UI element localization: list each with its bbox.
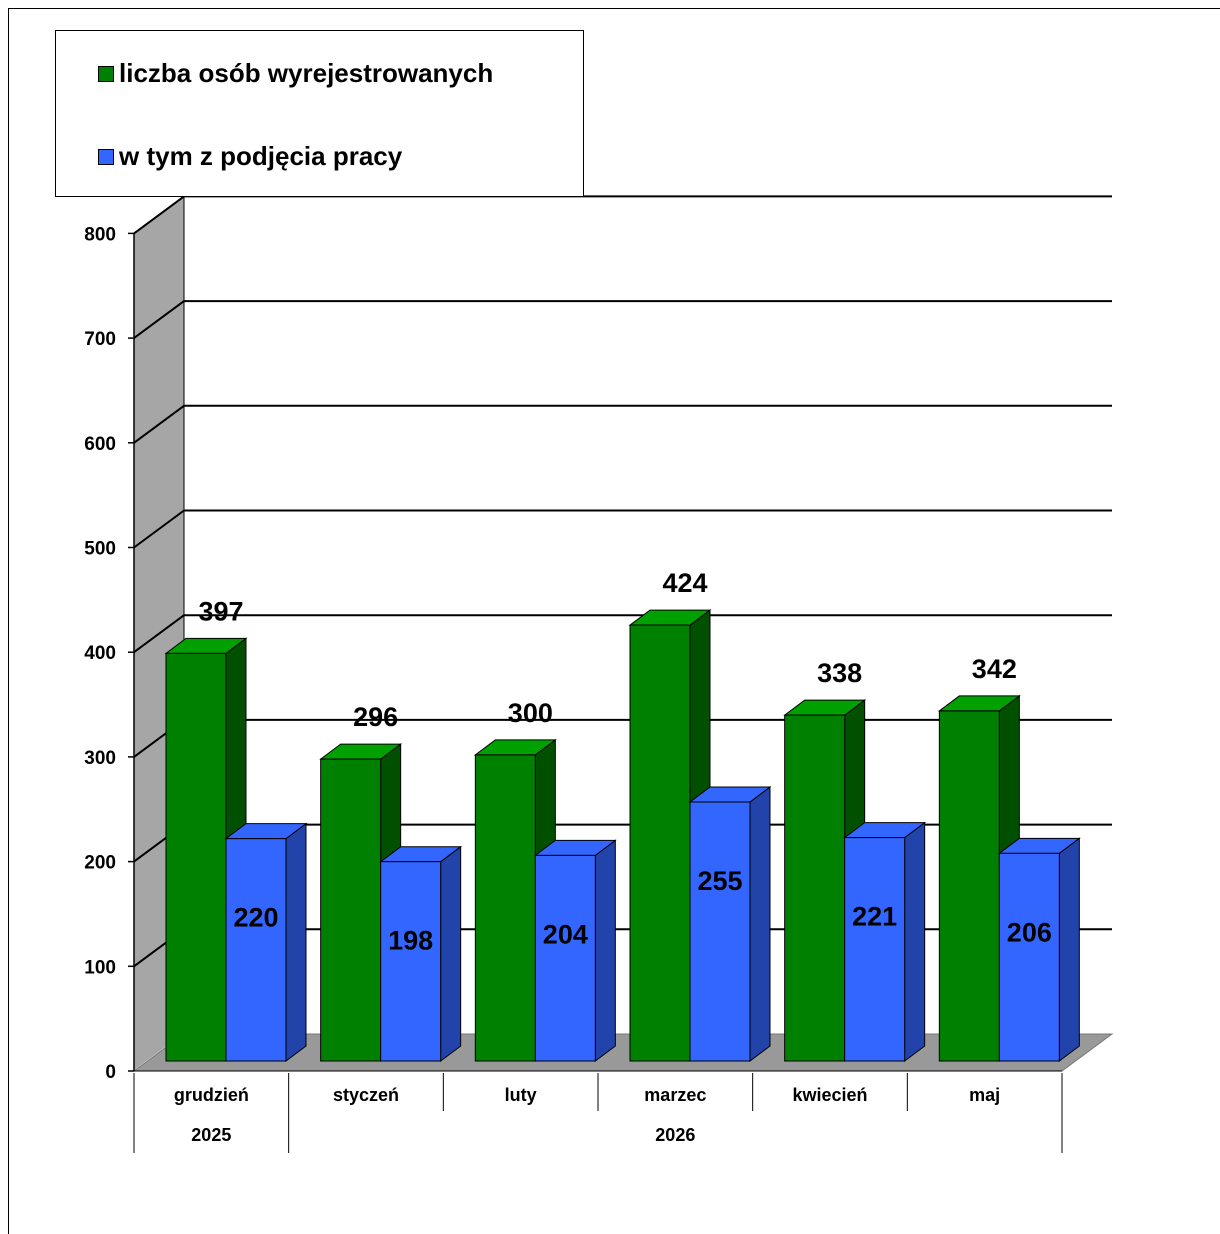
x-tick-label: styczeń bbox=[333, 1085, 399, 1105]
y-tick-label: 500 bbox=[84, 539, 116, 560]
x-tick-label: maj bbox=[969, 1085, 1000, 1105]
bar bbox=[783, 699, 867, 1062]
y-tick-label: 400 bbox=[84, 643, 116, 664]
y-tick-label: 200 bbox=[84, 853, 116, 874]
bar-front bbox=[629, 624, 691, 1062]
data-label: 255 bbox=[697, 866, 742, 896]
legend-swatch-green bbox=[98, 65, 114, 82]
bar bbox=[379, 845, 463, 1062]
bar-side bbox=[594, 839, 616, 1062]
legend: liczba osób wyrejestrowanych w tym z pod… bbox=[55, 30, 584, 197]
y-tick-label: 600 bbox=[84, 434, 116, 455]
bar-front bbox=[784, 714, 846, 1062]
bar-front bbox=[998, 852, 1060, 1062]
data-label: 296 bbox=[353, 702, 398, 732]
y-axis: 0 100 200 300 400 500 600 700 800 bbox=[84, 224, 135, 1083]
bar bbox=[533, 839, 617, 1062]
grid-line-side bbox=[133, 195, 185, 235]
x-group-label: 2025 bbox=[191, 1125, 231, 1145]
y-tick-label: 800 bbox=[84, 224, 116, 245]
data-label: 300 bbox=[508, 698, 553, 728]
data-label: 221 bbox=[852, 902, 897, 932]
bar bbox=[319, 743, 403, 1062]
bar-front bbox=[320, 758, 382, 1062]
x-group-label: 2026 bbox=[655, 1125, 695, 1145]
grid-line-side bbox=[133, 404, 185, 444]
data-label: 424 bbox=[662, 568, 707, 598]
bar-front bbox=[165, 652, 227, 1062]
x-tick-label: marzec bbox=[644, 1085, 706, 1105]
legend-label: w tym z podjęcia pracy bbox=[119, 141, 403, 171]
y-tick-label: 700 bbox=[84, 329, 116, 350]
bar-front bbox=[938, 710, 1000, 1062]
legend-item-series-2: w tym z podjęcia pracy bbox=[98, 141, 402, 172]
x-tick-label: grudzień bbox=[174, 1085, 249, 1105]
data-label: 206 bbox=[1007, 917, 1052, 947]
legend-swatch-blue bbox=[98, 148, 114, 165]
data-label: 198 bbox=[388, 926, 433, 956]
bar-side bbox=[440, 845, 462, 1062]
legend-label: liczba osób wyrejestrowanych bbox=[119, 58, 494, 88]
bars bbox=[164, 609, 1081, 1062]
bar bbox=[843, 821, 927, 1062]
grid-line-side bbox=[133, 300, 185, 339]
bar bbox=[224, 822, 308, 1062]
x-tick-label: luty bbox=[505, 1085, 537, 1105]
grid-line-side bbox=[133, 614, 185, 654]
bar bbox=[997, 837, 1081, 1062]
bar-side bbox=[1058, 837, 1080, 1062]
data-label: 204 bbox=[543, 919, 588, 949]
data-label: 397 bbox=[198, 596, 243, 626]
data-label: 338 bbox=[817, 658, 862, 688]
x-tick-label: kwiecień bbox=[792, 1085, 867, 1105]
bar-front bbox=[474, 754, 536, 1062]
bar-side bbox=[904, 821, 926, 1062]
y-tick-label: 300 bbox=[84, 748, 116, 769]
bar-front bbox=[534, 854, 596, 1062]
data-label: 342 bbox=[972, 654, 1017, 684]
grid-line-side bbox=[133, 509, 185, 549]
y-tick-label: 0 bbox=[105, 1062, 116, 1083]
bar-front bbox=[689, 801, 751, 1062]
chart-frame bbox=[8, 8, 1220, 1234]
legend-item-series-1: liczba osób wyrejestrowanych bbox=[98, 58, 493, 89]
x-axis: grudzień styczeń luty marzec kwiecień maj 2025… bbox=[133, 1070, 1063, 1153]
bar bbox=[688, 786, 772, 1062]
bar-side bbox=[749, 786, 771, 1062]
data-label: 220 bbox=[233, 903, 278, 933]
bar-front bbox=[380, 861, 442, 1062]
bar-front bbox=[844, 837, 906, 1062]
y-tick-label: 100 bbox=[84, 957, 116, 978]
bar-front bbox=[225, 838, 287, 1062]
data-labels: 397 220 296 198 300 204 424 255 338 221 342 206 bbox=[198, 568, 1051, 956]
bar-side bbox=[285, 822, 307, 1062]
